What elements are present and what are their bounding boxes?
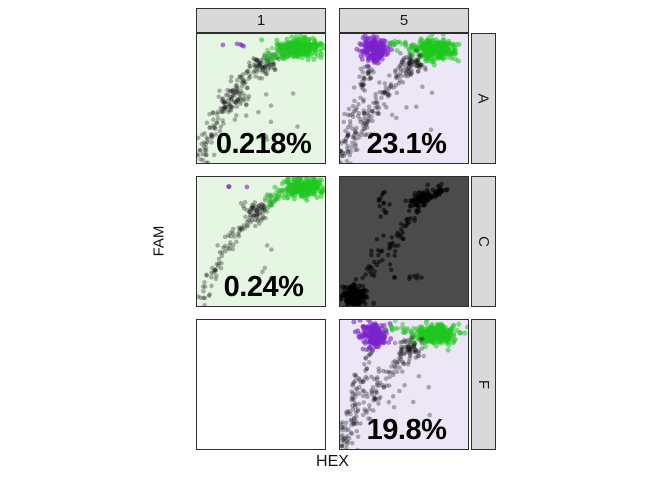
scatter-points (197, 320, 325, 449)
facet-row-label: F (474, 379, 492, 390)
facet-row-label: A (474, 93, 492, 104)
panel-C5 (339, 176, 469, 307)
facet-row-strip-C: C (471, 176, 496, 307)
scatter-points (197, 34, 325, 163)
percent-label-a5: 23.1% (366, 128, 447, 160)
scatter-points (340, 181, 450, 306)
facet-column-label: 5 (399, 12, 409, 29)
scatter-points (340, 320, 468, 449)
facet-column-strip-5: 5 (339, 8, 469, 33)
percent-label-a1: 0.218% (215, 128, 312, 160)
panel-A1: 0.218% (196, 33, 326, 164)
facet-column-strip-1: 1 (196, 8, 326, 33)
panel-A5: 23.1% (339, 33, 469, 164)
panel-C1: 0.24% (196, 176, 326, 307)
facet-row-strip-A: A (471, 33, 496, 164)
facet-row-label: C (475, 236, 492, 247)
scatter-points (197, 177, 325, 306)
percent-label-c1: 0.24% (223, 271, 304, 303)
scatter-points (340, 34, 462, 163)
facet-row-strip-F: F (471, 319, 496, 450)
percent-label-f5: 19.8% (366, 414, 447, 446)
y-axis-label: FAM (150, 225, 168, 257)
facet-column-label: 1 (256, 12, 266, 29)
x-axis-label: HEX (316, 453, 349, 470)
panel-F5: 19.8% (339, 319, 469, 450)
panel-F1-empty (196, 319, 326, 450)
